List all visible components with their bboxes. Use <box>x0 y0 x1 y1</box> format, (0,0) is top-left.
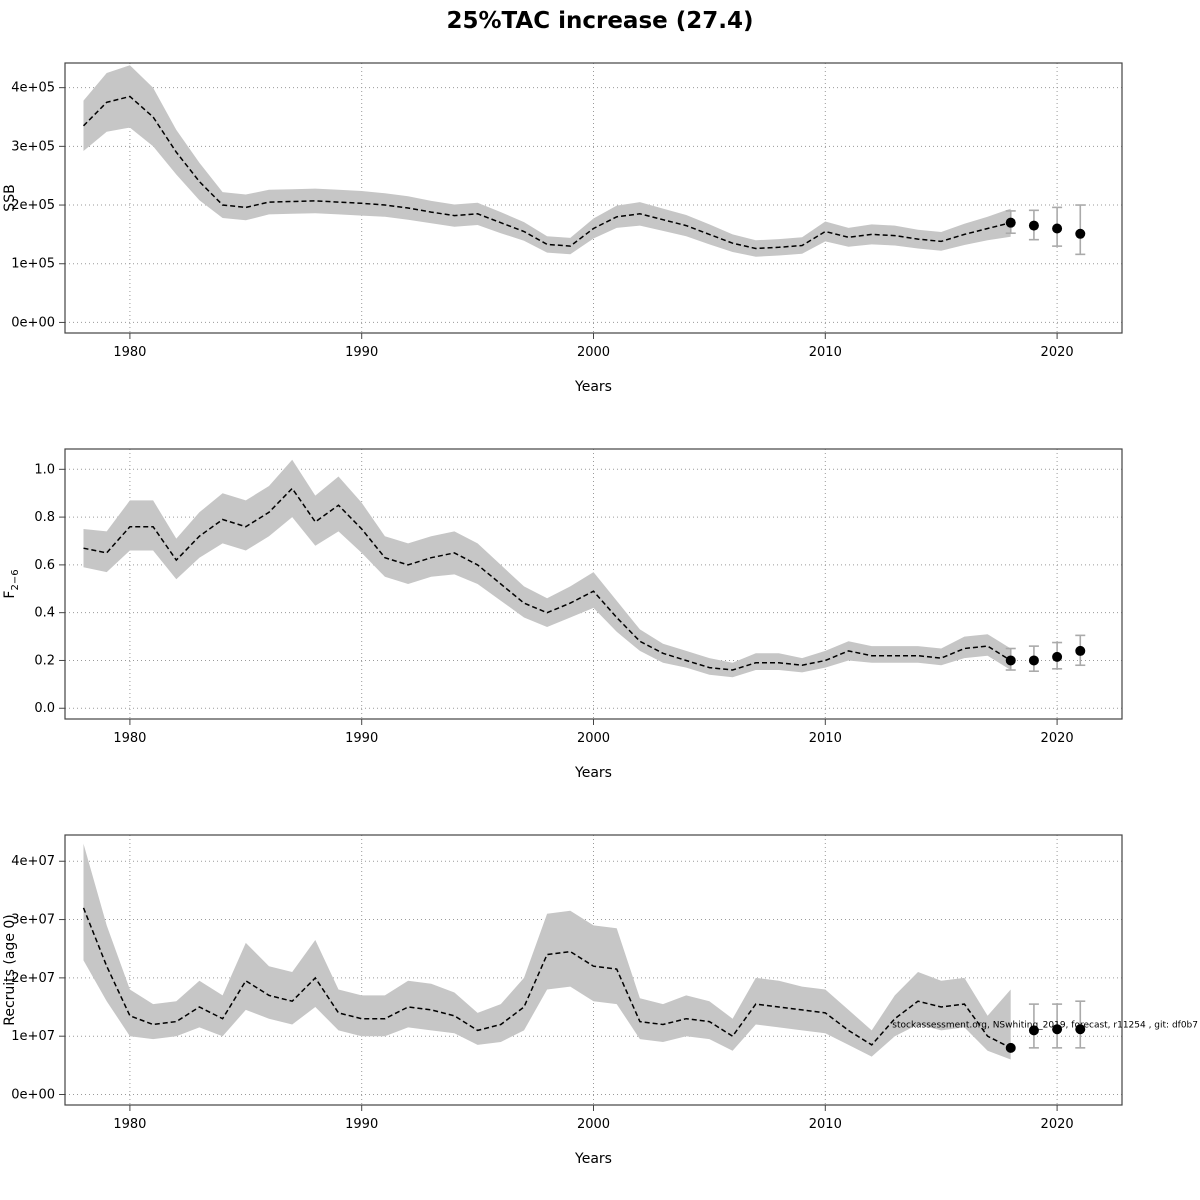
figure-title: 25%TAC increase (27.4) <box>446 8 754 34</box>
ssb-chart: 1980 1990 2000 2010 2020 0e+00 1e+05 2e+05 3e+05… <box>2 62 1123 395</box>
y-tick-label: 0e+00 <box>11 315 55 330</box>
estimate-line <box>83 487 1012 671</box>
y-tick-label: 0.2 <box>34 653 55 668</box>
fishing-mortality-chart: 1980 1990 2000 2010 2020 0.0 0.2 0.4 0.6 0.8 1.0 Ye… <box>2 448 1123 781</box>
forecast-point <box>1052 223 1063 234</box>
forecast-point <box>1052 1024 1063 1035</box>
x-tick-label: 2000 <box>577 1117 610 1132</box>
forecast-point <box>1028 1025 1039 1036</box>
y-tick-label: 0.4 <box>34 606 55 621</box>
x-tick-label: 2010 <box>809 731 842 746</box>
y-tick-label: 2e+05 <box>11 198 55 213</box>
x-tick-label: 2000 <box>577 345 610 360</box>
panel-ssb: 1980 1990 2000 2010 2020 0e+00 1e+05 2e+05 3e+05… <box>0 38 1200 424</box>
estimate-line <box>82 907 1012 1049</box>
x-tick-label: 2020 <box>1041 731 1074 746</box>
forecast-point <box>1005 1042 1016 1053</box>
x-tick-label: 1990 <box>345 1117 378 1132</box>
x-tick-label: 2010 <box>809 1117 842 1132</box>
confidence-band <box>83 843 1011 1060</box>
y-tick-label: 0e+00 <box>11 1088 55 1103</box>
x-tick-label: 1990 <box>345 345 378 360</box>
forecast-point <box>1075 645 1086 656</box>
x-axis-label: Years <box>574 379 612 395</box>
y-tick-label: 0.0 <box>34 701 55 716</box>
y-tick-label: 1.0 <box>34 462 55 477</box>
forecast-point <box>1028 220 1039 231</box>
y-tick-label: 3e+07 <box>11 913 55 928</box>
forecast-point <box>1028 655 1039 666</box>
y-axis-label: SSB <box>2 184 18 211</box>
x-tick-label: 1980 <box>113 1117 146 1132</box>
y-axis-label: Recruits (age 0) <box>2 914 18 1026</box>
y-tick-label: 4e+05 <box>11 81 55 96</box>
forecast-point <box>1052 651 1063 662</box>
y-axis-label: F2−6 <box>2 569 21 598</box>
confidence-band <box>83 459 1011 678</box>
y-tick-label: 4e+07 <box>11 854 55 869</box>
recruits-chart: 1980 1990 2000 2010 2020 0e+00 1e+07 2e+07 3e+07… <box>2 834 1198 1167</box>
x-axis-label: Years <box>574 765 612 781</box>
x-tick-label: 2020 <box>1041 1117 1074 1132</box>
forecast-point <box>1005 655 1016 666</box>
forecast-point <box>1075 228 1086 239</box>
panel-recruits: 1980 1990 2000 2010 2020 0e+00 1e+07 2e+07 3e+07… <box>0 810 1200 1196</box>
x-axis-label: Years <box>574 1151 612 1167</box>
panel-fishing-mortality: 1980 1990 2000 2010 2020 0.0 0.2 0.4 0.6 0.8 1.0 Ye… <box>0 424 1200 810</box>
x-tick-label: 1990 <box>345 731 378 746</box>
confidence-band <box>83 65 1011 257</box>
y-tick-label: 0.8 <box>34 510 55 525</box>
x-tick-label: 1980 <box>113 345 146 360</box>
y-tick-label: 1e+07 <box>11 1029 55 1044</box>
x-tick-label: 2000 <box>577 731 610 746</box>
forecast-point <box>1005 217 1016 228</box>
y-tick-label: 2e+07 <box>11 971 55 986</box>
y-tick-label: 0.6 <box>34 558 55 573</box>
x-tick-label: 2020 <box>1041 345 1074 360</box>
y-tick-label: 1e+05 <box>11 257 55 272</box>
forecast-point <box>1075 1024 1086 1035</box>
x-tick-label: 2010 <box>809 345 842 360</box>
y-tick-label: 3e+05 <box>11 139 55 154</box>
watermark-text: stockassessment.org, NSwhiting_2019, for… <box>892 1020 1198 1030</box>
x-tick-label: 1980 <box>113 731 146 746</box>
